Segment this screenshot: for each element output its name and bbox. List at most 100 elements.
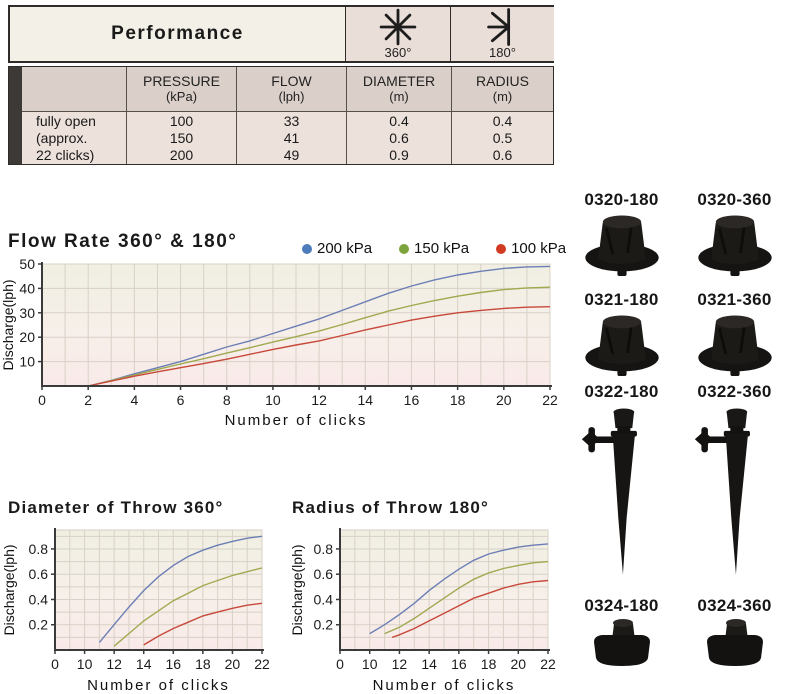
column-360: 360° [345,7,450,61]
diameter-values: 0.4 0.6 0.9 [346,111,451,164]
product-0321-180: 0321-180 [576,290,668,376]
product-0320-180: 0320-180 [576,190,668,276]
chart-legend: 200 kPa 150 kPa 100 kPa [302,240,566,257]
svg-text:Discharge(lph): Discharge(lph) [289,544,305,635]
svg-text:20: 20 [496,392,512,408]
product-0324-180: 0324-180 [582,596,662,668]
row-label-cell: fully open (approx. 22 clicks) [22,111,126,164]
diameter-chart-title: Diameter of Throw 360° [8,498,224,517]
svg-text:50: 50 [19,256,35,272]
svg-text:8: 8 [223,392,231,408]
header-flow: FLOW (lph) [236,67,346,111]
svg-text:Discharge(lph): Discharge(lph) [1,544,17,635]
cap-emitter-icon [695,616,775,668]
product-gallery: 0320-180 0320-360 0321-180 0321-360 0322… [566,190,790,668]
legend-item-100kpa: 100 kPa [496,240,566,257]
svg-text:10: 10 [265,392,281,408]
product-code: 0320-360 [697,190,772,209]
svg-text:22: 22 [540,656,556,672]
legend-item-200kpa: 200 kPa [302,240,372,257]
svg-text:Number of clicks: Number of clicks [373,677,516,694]
legend-dot-icon [496,243,507,254]
label-180: 180° [489,45,516,60]
svg-text:22: 22 [254,656,270,672]
product-code: 0322-180 [584,382,659,401]
svg-text:18: 18 [195,656,211,672]
svg-text:40: 40 [19,280,35,296]
svg-text:0.2: 0.2 [29,617,49,633]
svg-text:16: 16 [451,656,467,672]
product-0322-180: 0322-180 [580,382,664,582]
flow-values: 33 41 49 [236,111,346,164]
svg-text:0: 0 [336,656,344,672]
product-code: 0321-180 [584,290,659,309]
product-code: 0320-180 [584,190,659,209]
performance-table-header: Performance 360° [8,5,554,63]
product-code: 0322-360 [697,382,772,401]
sprinkler-knob-icon [689,210,781,276]
product-0322-360: 0322-360 [693,382,777,582]
sprinkler-knob-icon [576,210,668,276]
svg-text:0.2: 0.2 [314,617,334,633]
sprinkler-knob-icon [576,310,668,376]
legend-dot-icon [399,243,410,254]
svg-text:20: 20 [510,656,526,672]
svg-text:Number of clicks: Number of clicks [87,677,230,694]
svg-text:22: 22 [542,392,558,408]
sprinkler-knob-icon [689,310,781,376]
pressure-values: 100 150 200 [126,111,236,164]
legend-item-150kpa: 150 kPa [399,240,469,257]
svg-text:18: 18 [481,656,497,672]
header-radius: RADIUS (m) [451,67,553,111]
label-360: 360° [384,45,412,60]
star-180-icon [486,8,510,46]
svg-text:0.6: 0.6 [314,566,334,582]
svg-text:0: 0 [51,656,59,672]
svg-text:0.4: 0.4 [314,591,334,607]
flow-chart-title: Flow Rate 360° & 180° [8,231,238,252]
svg-text:30: 30 [19,305,35,321]
product-0320-360: 0320-360 [689,190,781,276]
performance-table: Performance 360° [8,5,554,165]
header-empty-cell [22,67,126,111]
svg-text:14: 14 [357,392,373,408]
product-0324-360: 0324-360 [695,596,775,668]
legend-dot-icon [302,243,312,254]
radius-chart-title: Radius of Throw 180° [292,498,490,517]
column-180: 180° [450,7,554,61]
svg-text:0.8: 0.8 [314,541,334,557]
svg-text:6: 6 [177,392,185,408]
svg-text:0.4: 0.4 [29,591,49,607]
svg-text:10: 10 [362,656,378,672]
flow-rate-chart: 0 2 4 6 8 10 12 14 16 18 20 22 10 20 30 40 50 Number of c… [0,256,558,429]
svg-text:12: 12 [311,392,327,408]
svg-text:14: 14 [136,656,152,672]
diameter-of-throw-chart: 0 10 12 14 16 18 20 22 0.2 0.4 0.6 0.8 Number of cli… [1,528,270,694]
cap-emitter-icon [582,616,662,668]
svg-text:Discharge(lph): Discharge(lph) [0,279,16,370]
svg-text:14: 14 [421,656,437,672]
svg-text:12: 12 [392,656,408,672]
header-pressure: PRESSURE (kPa) [126,67,236,111]
product-code: 0324-180 [584,596,659,615]
svg-text:0: 0 [38,392,46,408]
svg-text:0.8: 0.8 [29,541,49,557]
svg-text:4: 4 [130,392,138,408]
radius-of-throw-chart: 0 10 12 14 16 18 20 22 0.2 0.4 0.6 0.8 Number of cli… [289,528,556,694]
star-360-icon [379,8,417,46]
performance-table-body: PRESSURE (kPa) FLOW (lph) DIAMETER (m) RADI… [8,66,554,165]
svg-text:16: 16 [165,656,181,672]
svg-text:0.6: 0.6 [29,566,49,582]
svg-text:12: 12 [106,656,122,672]
svg-text:20: 20 [225,656,241,672]
table-accent-strip [9,67,22,164]
svg-text:20: 20 [19,329,35,345]
stake-dripper-icon [693,402,777,582]
radius-values: 0.4 0.5 0.6 [451,111,553,164]
svg-text:16: 16 [404,392,420,408]
product-code: 0321-360 [697,290,772,309]
stake-dripper-icon [580,402,664,582]
product-code: 0324-360 [697,596,772,615]
svg-text:18: 18 [450,392,466,408]
